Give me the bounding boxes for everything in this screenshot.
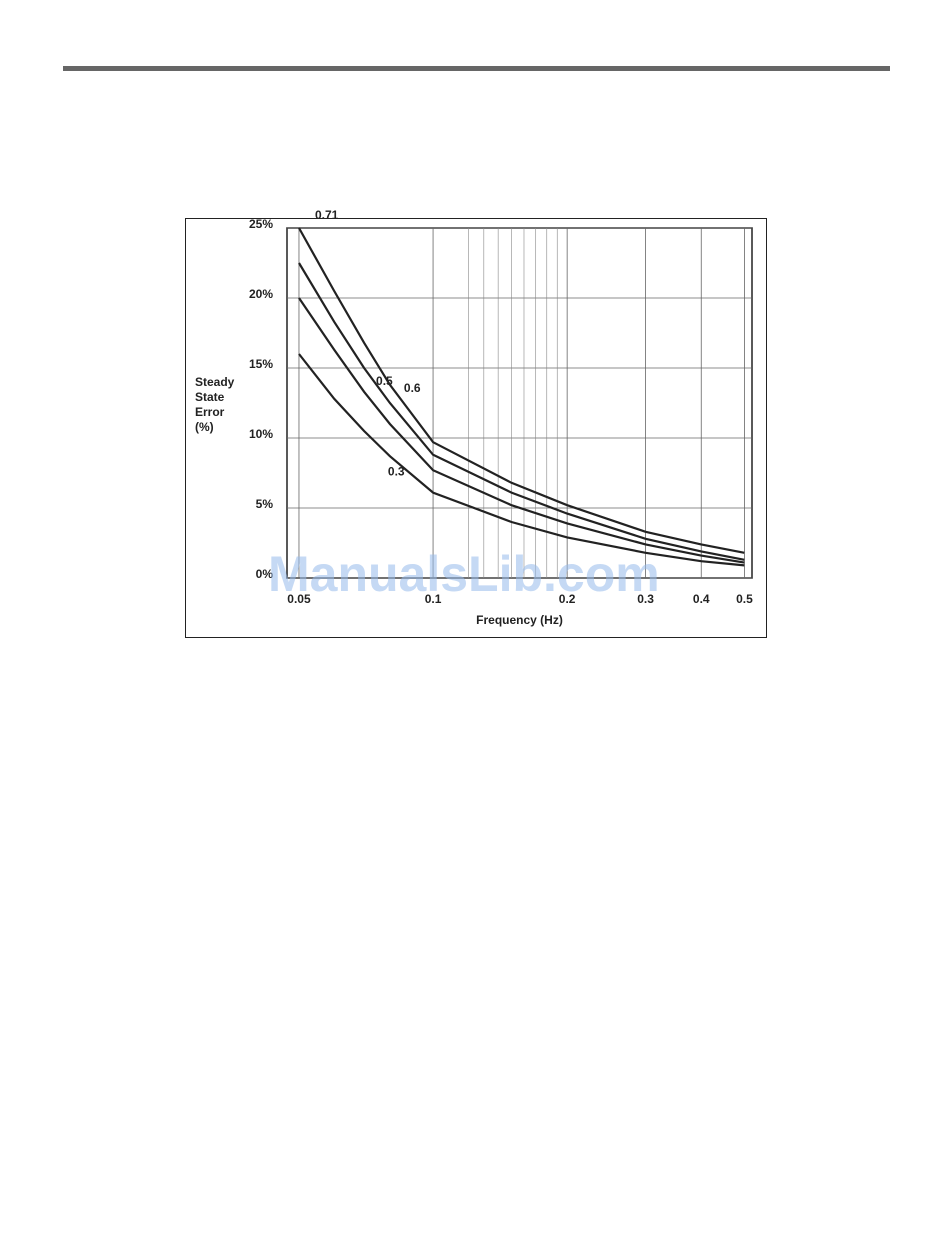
series-line <box>298 262 745 561</box>
y-tick-label: 5% <box>256 497 274 511</box>
series-line <box>298 353 745 567</box>
figure-frame <box>185 218 767 638</box>
series-label: 0.6 <box>404 381 421 395</box>
y-tick-label: 15% <box>249 357 273 371</box>
watermark: ManualsLib.com <box>268 546 660 602</box>
header-rule <box>63 66 890 71</box>
series-line <box>298 297 745 564</box>
series-label: 0.3 <box>388 464 405 478</box>
series-label: 0.71 <box>315 208 339 222</box>
y-tick-label: 20% <box>249 287 273 301</box>
series-label: 0.5 <box>376 374 393 388</box>
x-tick-label: 0.2 <box>559 592 576 606</box>
y-tick-label: 0% <box>256 567 274 581</box>
x-axis-label: Frequency (Hz) <box>476 613 563 627</box>
plot-area <box>286 227 753 579</box>
y-tick-label: 10% <box>249 427 273 441</box>
x-tick-label: 0.3 <box>637 592 654 606</box>
x-tick-label: 0.4 <box>693 592 710 606</box>
series-line <box>298 227 745 554</box>
x-tick-label: 0.05 <box>287 592 311 606</box>
y-axis-label: Steady State Error (%) <box>195 375 235 434</box>
x-tick-label: 0.1 <box>425 592 442 606</box>
y-tick-label: 25% <box>249 217 273 231</box>
x-tick-label: 0.5 <box>736 592 753 606</box>
